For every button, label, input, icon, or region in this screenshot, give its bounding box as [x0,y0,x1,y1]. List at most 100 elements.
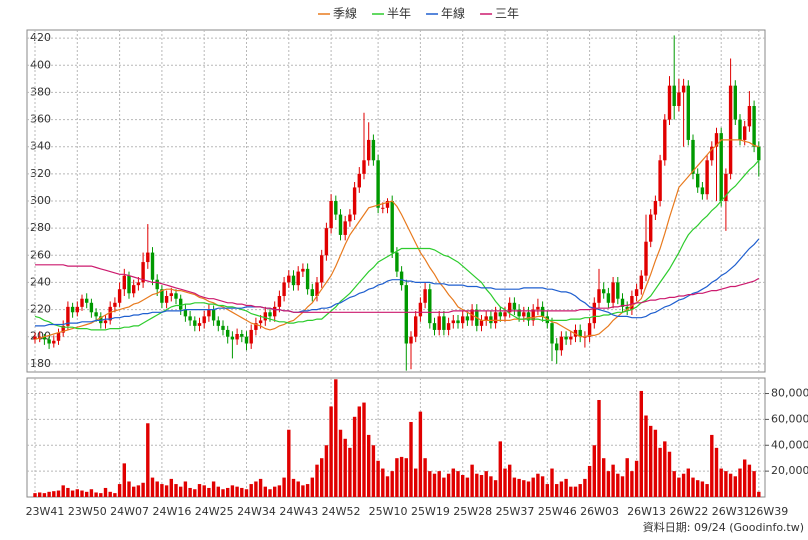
ma-line [34,159,760,331]
volume-bar [573,486,578,497]
volume-bar [183,481,188,497]
volume-bar [484,471,488,497]
volume-bar [174,484,178,497]
volume-bar [61,485,65,497]
candle-body [42,336,47,340]
volume-bar [559,481,564,497]
candle [150,247,155,286]
candle-body [169,293,173,296]
x-tick-label: 25W19 [411,505,450,518]
candle-body [733,85,737,120]
volume-bar [263,486,267,497]
candle [390,195,394,258]
candle [207,304,211,322]
candle-body [343,221,347,235]
candle [117,282,122,307]
candle-body [700,187,705,195]
candle-body [555,343,559,351]
candle [461,310,465,329]
candle-body [414,316,418,337]
volume-bar [249,484,253,497]
candle [70,302,75,318]
candle-body [160,289,164,303]
candle-body [404,285,408,344]
x-tick-label: 25W10 [369,505,408,518]
candle [226,325,230,344]
candle [696,168,700,193]
candle-body [235,334,239,340]
candle [479,315,484,332]
candle [89,298,94,318]
candle-body [747,106,752,127]
candle [155,274,159,296]
candle-body [338,214,343,235]
candle-body [672,85,676,106]
candle-body [493,312,498,324]
volume-bar [66,487,70,497]
candle [602,282,606,299]
volume-bar [606,471,611,497]
candle [710,141,714,166]
candle-body [122,275,126,290]
y-tick-label: 340 [30,140,51,153]
volume-bar [719,468,723,497]
candle [38,331,42,343]
candle-body [70,306,75,313]
volume-bar [522,480,526,497]
candle [432,317,437,336]
candle [508,297,512,318]
volume-bar [80,490,84,497]
candle-body [282,282,286,296]
candle-body [597,289,601,303]
x-tick-label: 25W28 [453,505,492,518]
candle [334,195,338,220]
volume-bar [99,493,103,497]
candle-body [550,323,554,344]
volume-bar [338,429,343,497]
candle-body [606,293,611,303]
candle-body [33,336,37,340]
candle-body [479,320,484,326]
volume-bar [301,485,305,497]
candle [728,58,733,180]
volume-bar [258,478,263,497]
candle-body [230,336,235,340]
candle-body [390,201,394,253]
volume-bar [56,490,61,497]
volume-bar [207,487,211,497]
x-tick-label: 24W07 [110,505,149,518]
candle-body [634,289,639,296]
volume-bar [70,490,75,497]
volume-bar [681,473,686,497]
volume-bar [587,465,592,497]
candle-body [536,306,540,310]
candle-body [348,214,352,222]
candle [362,112,366,180]
volume-bar [287,429,291,497]
volume-bar [437,471,441,497]
ma-line [35,238,760,327]
candle-body [395,252,399,272]
y-tick-label: 220 [30,303,51,316]
volume-bar [103,487,108,497]
candle-body [132,285,136,294]
candle [456,315,460,329]
volume-bar [226,487,230,497]
volume-bar [423,458,427,497]
volume-bar [244,489,249,497]
volume-bar [597,399,601,497]
candle-body [512,302,517,310]
x-tick-label: 26W13 [627,505,666,518]
volume-bar [663,441,667,497]
y-tick-label: 180 [30,357,51,370]
legend-label: 三年 [495,7,519,21]
volume-bar [414,468,418,497]
volume-bar [367,434,371,497]
volume-bar [634,460,639,497]
candle [376,154,380,214]
volume-bar [164,485,169,497]
candle [634,283,639,302]
candle-body [296,271,300,286]
candle-body [531,309,535,321]
candle-body [183,309,188,317]
